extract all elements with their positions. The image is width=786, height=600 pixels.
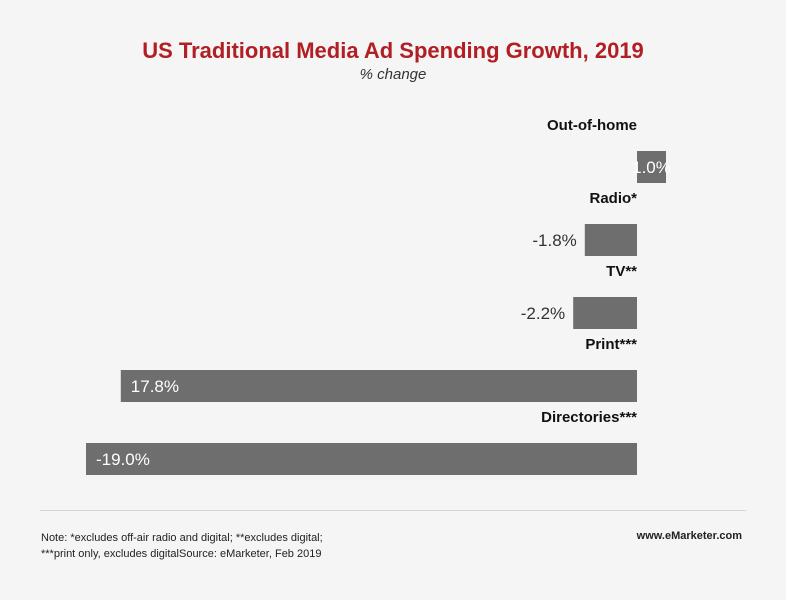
value-label-radio: -1.8% xyxy=(532,231,576,250)
value-label-directories: -19.0% xyxy=(96,450,150,469)
category-label-out-of-home: Out-of-home xyxy=(547,117,637,134)
bar-tv xyxy=(573,297,637,329)
bar-radio xyxy=(584,224,637,256)
value-label-tv: -2.2% xyxy=(521,304,565,323)
footer-divider xyxy=(40,510,746,511)
value-label-print: 17.8% xyxy=(131,377,179,396)
category-label-radio: Radio* xyxy=(589,190,637,207)
bar-print xyxy=(120,370,638,402)
bar-out-of-home xyxy=(637,151,666,183)
footnote-line-2: ***print only, excludes digitalSource: e… xyxy=(41,548,322,560)
source-credit: www.eMarketer.com xyxy=(636,530,742,542)
category-label-print: Print*** xyxy=(585,336,637,353)
chart-title: US Traditional Media Ad Spending Growth,… xyxy=(142,38,644,63)
bar-chart: Out-of-home 1.0% Radio* -1.8% TV** -2.2% Print… xyxy=(86,117,671,475)
chart-subtitle: % change xyxy=(359,66,427,83)
footnote: Note: *excludes off-air radio and digita… xyxy=(41,530,401,562)
category-label-directories: Directories*** xyxy=(541,409,637,426)
value-label-out-of-home: 1.0% xyxy=(632,158,671,177)
footnote-line-1: Note: *excludes off-air radio and digita… xyxy=(41,532,323,544)
category-label-tv: TV** xyxy=(606,263,637,280)
bar-directories xyxy=(86,443,637,475)
